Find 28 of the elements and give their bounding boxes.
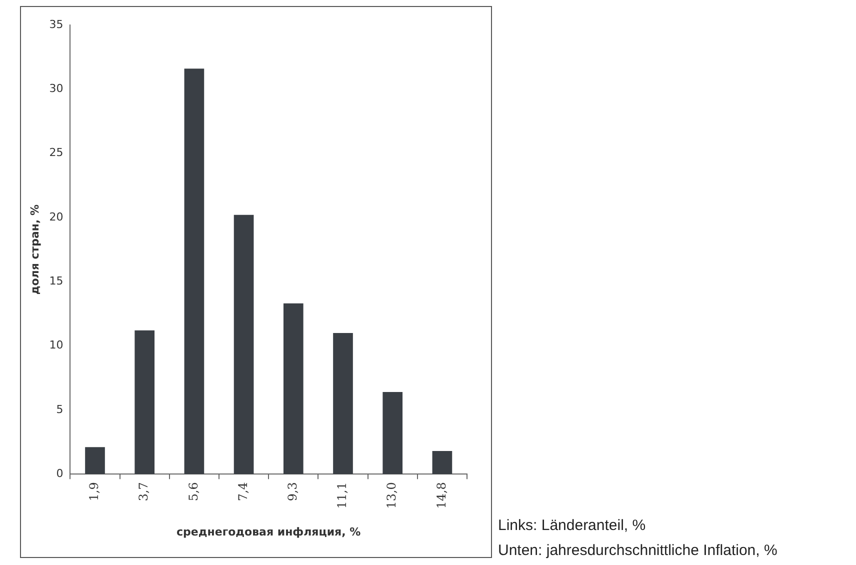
x-tick-label: 3,7: [136, 482, 151, 502]
bar: [382, 392, 403, 474]
y-tick-label: 20: [49, 210, 64, 224]
bar: [184, 68, 204, 474]
y-tick-label: 0: [56, 466, 64, 480]
y-tick-label: 15: [49, 274, 64, 288]
x-tick-label: 1,9: [87, 482, 102, 502]
y-tick-label: 5: [56, 402, 64, 416]
text: Unten: jahresdurchschnittliche Inflation, %: [498, 541, 778, 561]
bar: [134, 330, 155, 474]
y-axis-title: доля стран, %: [28, 204, 42, 295]
x-tick-label: 5,6: [186, 482, 200, 502]
x-tick-label: 13,0: [384, 482, 399, 509]
y-tick-label: 10: [49, 338, 64, 352]
y-tick-label: 35: [49, 18, 64, 31]
x-tick-label: 9,3: [286, 482, 300, 502]
x-axis-title: среднегодовая инфляция, %: [176, 525, 361, 538]
bar: [333, 332, 353, 474]
bar: [283, 303, 304, 474]
y-tick-label: 25: [49, 146, 64, 160]
bar: [432, 450, 452, 474]
bar: [85, 447, 105, 474]
y-tick-label: 30: [49, 82, 64, 96]
bar: [234, 214, 254, 474]
x-tick-label: 7,4: [236, 482, 250, 502]
x-tick-label: 14,8: [434, 482, 448, 509]
text: Links: Länderanteil, %: [498, 516, 647, 536]
x-tick-label: 11,1: [335, 482, 350, 509]
